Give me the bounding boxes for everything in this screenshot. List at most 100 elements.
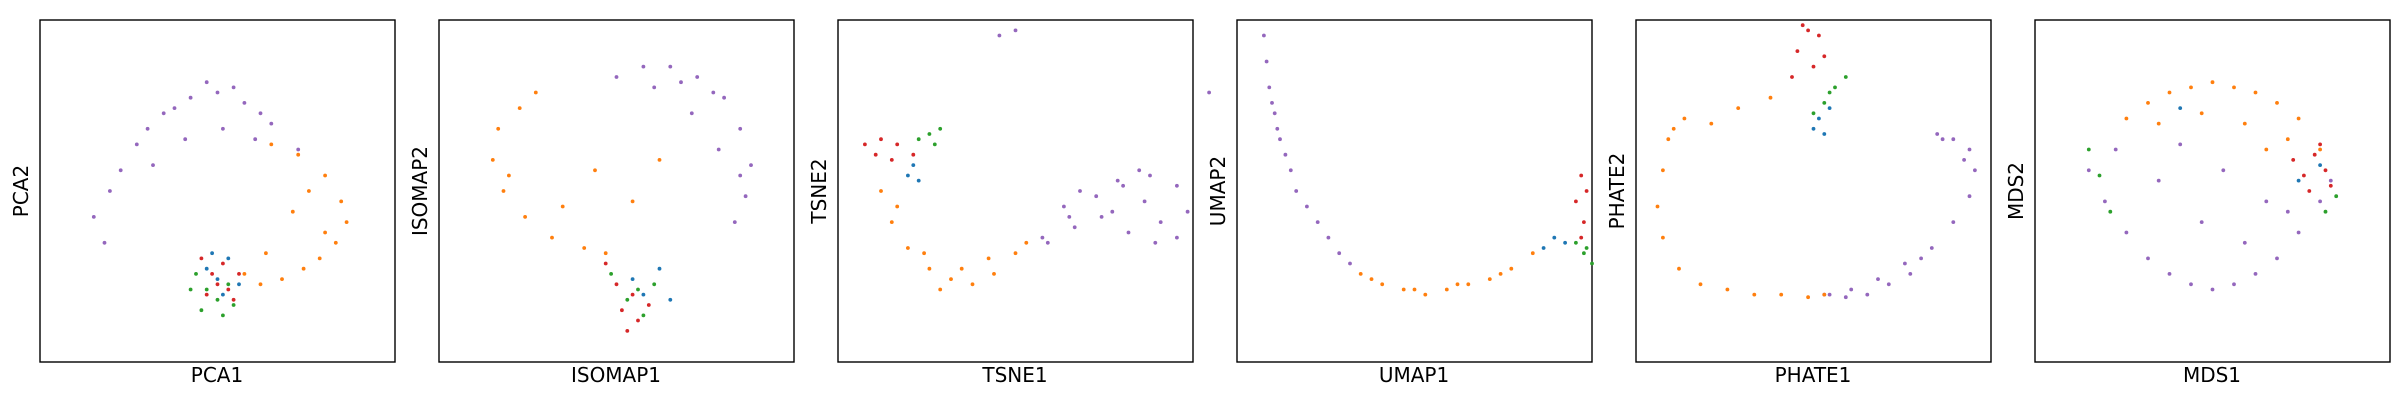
y-axis-label-umap: UMAP2 (1206, 156, 1230, 226)
scatter-point (582, 246, 587, 250)
scatter-point (738, 173, 743, 178)
scatter-point (1267, 85, 1272, 90)
scatter-point (1078, 189, 1082, 193)
scatter-point (1294, 189, 1299, 193)
x-axis-label-isomap: ISOMAP1 (571, 363, 661, 387)
scatter-point (1278, 137, 1282, 142)
scatter-point (2334, 194, 2339, 199)
scatter-point (1337, 251, 1342, 256)
scatter-point (1951, 220, 1956, 225)
scatter-point (2318, 147, 2323, 152)
scatter-point (501, 189, 506, 193)
scatter-point (194, 272, 198, 276)
scatter-point (652, 282, 657, 287)
scatter-point (1843, 75, 1848, 79)
scatter-point (323, 230, 327, 235)
scatter-point (1552, 235, 1557, 240)
scatter-point (1806, 295, 1810, 300)
scatter-point (1264, 59, 1269, 64)
scatter-point (344, 220, 349, 225)
scatter-point (550, 235, 554, 240)
scatter-point (1509, 266, 1514, 271)
scatter-point (1455, 282, 1460, 287)
scatter-point (2307, 189, 2312, 193)
plot-frame-mds (2034, 19, 2391, 363)
scatter-point (1563, 240, 1567, 245)
panel-phate: PHATE1 PHATE2 (1605, 19, 1992, 387)
scatter-point (1582, 251, 1586, 256)
scatter-point (1929, 246, 1934, 250)
panel-umap: UMAP1 UMAP2 (1206, 19, 1594, 387)
scatter-point (636, 318, 640, 323)
scatter-point (1951, 137, 1956, 142)
scatter-point (1833, 85, 1837, 90)
scatter-point (1262, 33, 1266, 38)
scatter-point (2103, 199, 2107, 204)
scatter-point (1275, 126, 1280, 131)
scatter-point (879, 137, 883, 142)
points-tsne (863, 28, 1211, 292)
scatter-point (1115, 178, 1120, 183)
scatter-point (290, 209, 295, 214)
scatter-point (258, 282, 263, 287)
scatter-point (1865, 292, 1870, 297)
y-axis-label-pca: PCA2 (9, 165, 33, 217)
scatter-point (679, 80, 683, 85)
scatter-point (2232, 85, 2236, 90)
scatter-point (1709, 121, 1714, 126)
scatter-point (2210, 80, 2215, 85)
scatter-point (997, 33, 1002, 38)
scatter-point (749, 163, 753, 168)
scatter-point (1876, 277, 1880, 281)
scatter-point (2253, 90, 2258, 95)
scatter-point (523, 215, 527, 219)
scatter-point (517, 106, 522, 110)
y-axis-label-mds: MDS2 (2004, 162, 2028, 220)
scatter-point (1530, 251, 1535, 256)
scatter-point (231, 85, 236, 90)
scatter-point (711, 90, 716, 95)
scatter-point (231, 297, 236, 302)
scatter-point (2210, 287, 2215, 292)
scatter-point (1822, 54, 1827, 59)
scatter-point (188, 287, 193, 292)
points-mds (2086, 80, 2339, 292)
panel-pca: PCA1 PCA2 (9, 19, 396, 387)
scatter-point (911, 163, 916, 168)
scatter-point (1498, 272, 1503, 276)
scatter-point (593, 168, 597, 173)
scatter-point (889, 158, 894, 162)
scatter-point (2312, 152, 2317, 157)
scatter-point (560, 204, 565, 209)
scatter-point (102, 240, 107, 245)
scatter-point (145, 126, 150, 131)
scatter-point (296, 147, 301, 152)
scatter-point (204, 287, 209, 292)
scatter-point (1326, 235, 1331, 240)
scatter-point (2242, 121, 2247, 126)
scatter-point (1045, 240, 1050, 245)
scatter-point (652, 85, 657, 90)
scatter-point (863, 142, 867, 147)
scatter-point (91, 215, 96, 219)
plot-frame-pca (39, 19, 396, 363)
scatter-point (264, 251, 268, 256)
scatter-point (630, 292, 635, 297)
scatter-point (1412, 287, 1417, 292)
scatter-point (614, 282, 619, 287)
scatter-point (932, 142, 937, 147)
x-axis-label-umap: UMAP1 (1379, 363, 1449, 387)
scatter-point (1736, 106, 1741, 110)
scatter-point (151, 163, 155, 168)
scatter-point (221, 313, 225, 318)
scatter-point (1126, 230, 1131, 235)
scatter-point (258, 111, 263, 116)
scatter-point (134, 142, 139, 147)
scatter-point (2296, 178, 2301, 183)
scatter-point (1661, 235, 1665, 240)
scatter-point (895, 142, 900, 147)
scatter-point (1671, 126, 1676, 131)
scatter-point (221, 261, 225, 266)
scatter-point (280, 277, 284, 281)
scatter-point (641, 64, 646, 69)
